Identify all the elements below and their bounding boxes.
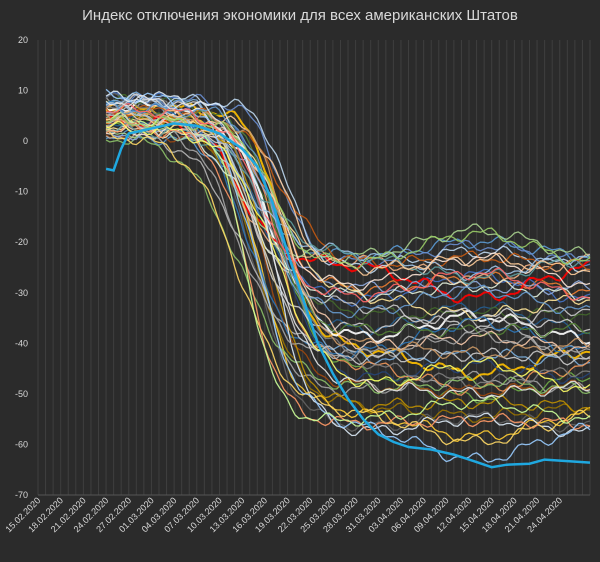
y-tick-label: -30	[15, 288, 28, 298]
series-line	[105, 105, 591, 282]
series-line	[105, 102, 591, 319]
series-line	[105, 94, 591, 322]
series-line	[105, 94, 591, 400]
series-line	[106, 93, 591, 268]
y-tick-label: -40	[15, 338, 28, 348]
series-line	[105, 135, 591, 395]
series-line	[105, 114, 591, 361]
y-tick-label: -10	[15, 187, 28, 197]
y-tick-label: -70	[15, 490, 28, 500]
series-line	[105, 99, 591, 345]
x-axis: 15.02.202018.02.202021.02.202024.02.2020…	[3, 495, 564, 534]
series-line	[105, 122, 591, 431]
series-line	[106, 110, 591, 276]
series-line	[105, 92, 591, 433]
y-tick-label: -60	[15, 439, 28, 449]
highlighted-series-line	[105, 122, 591, 469]
series-line	[106, 122, 591, 285]
y-tick-label: -20	[15, 237, 28, 247]
series-line	[105, 104, 591, 271]
series-line	[105, 111, 591, 360]
y-tick-label: -50	[15, 389, 28, 399]
y-axis: 20 10 0 -10 -20 -30 -40 -50 -60 -70	[15, 35, 28, 500]
series-line	[105, 121, 591, 303]
chart-title: Индекс отключения экономики для всех аме…	[82, 7, 518, 24]
series-line	[105, 91, 591, 307]
y-tick-label: 10	[18, 86, 28, 96]
series-group	[105, 88, 591, 469]
series-line	[106, 102, 591, 303]
y-tick-label: 20	[18, 35, 28, 45]
y-tick-label: 0	[23, 136, 28, 146]
series-line	[105, 128, 591, 263]
series-line	[105, 128, 591, 446]
series-line	[105, 129, 591, 360]
series-line	[105, 90, 591, 438]
